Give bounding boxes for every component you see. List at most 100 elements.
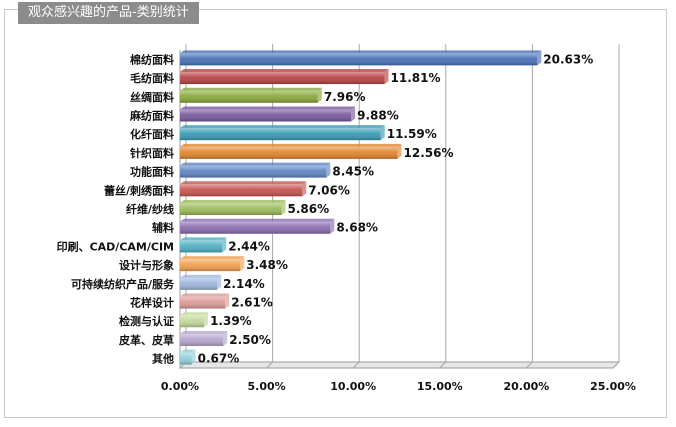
- bar-top: [180, 330, 228, 334]
- bar: [180, 50, 542, 66]
- bar-top: [180, 181, 307, 185]
- category-label: 辅料: [152, 221, 174, 235]
- page-title: 观众感兴趣的产品-类别统计: [18, 2, 199, 24]
- bar-shine: [180, 296, 226, 309]
- bars: [180, 50, 542, 365]
- category-label: 麻纺面料: [129, 108, 174, 122]
- data-label: 2.44%: [228, 239, 270, 253]
- bar-side: [302, 181, 307, 197]
- chart-floor: [178, 361, 621, 369]
- bar-top: [180, 200, 286, 203]
- bar: [180, 162, 331, 178]
- gridline-floor: [526, 361, 533, 369]
- bar-top: [180, 237, 227, 241]
- bar-side: [330, 218, 335, 234]
- data-label: 1.39%: [210, 314, 252, 328]
- data-label: 8.68%: [336, 221, 378, 235]
- bar-side: [351, 106, 356, 122]
- bar-top: [180, 312, 209, 316]
- category-label: 皮革、皮草: [118, 333, 174, 347]
- bar-side: [204, 312, 209, 328]
- data-label: 0.67%: [198, 352, 240, 366]
- bar-shine: [180, 240, 223, 253]
- bar-side: [217, 274, 222, 290]
- bar-top: [180, 349, 196, 353]
- data-label: 12.56%: [404, 146, 454, 160]
- bar: [180, 312, 209, 328]
- gridline-floor: [266, 361, 273, 369]
- gridline-floor: [612, 361, 620, 369]
- gridline-floor: [352, 361, 360, 369]
- category-label: 检测与认证: [119, 314, 174, 328]
- bar: [180, 256, 245, 272]
- bar-shine: [180, 221, 331, 234]
- category-label: 蕾丝/刺绣面料: [104, 183, 174, 197]
- bar-side: [191, 349, 196, 365]
- category-label: 纤维/纱线: [126, 202, 174, 216]
- bar-top: [180, 50, 542, 54]
- labels: 0.00% 5.00% 10.00% 15.00% 20.00% 25.00% 棉纺面料 20…: [57, 52, 636, 393]
- bar-shine: [180, 315, 205, 328]
- bar-top: [180, 143, 402, 147]
- bar-side: [225, 293, 230, 309]
- bar-side: [384, 69, 389, 85]
- bar-shine: [180, 72, 385, 85]
- bar-shine: [180, 259, 241, 272]
- category-label: 其他: [152, 352, 174, 366]
- data-label: 9.88%: [357, 108, 399, 122]
- bar-top: [180, 162, 331, 166]
- bar-side: [222, 237, 227, 253]
- data-label: 20.63%: [543, 52, 593, 66]
- bar-top: [180, 218, 335, 222]
- gridline-floor: [439, 361, 447, 369]
- data-label: 8.45%: [332, 165, 374, 179]
- bar: [180, 349, 196, 365]
- bar-side: [380, 125, 385, 141]
- category-label: 丝绸面料: [130, 90, 174, 104]
- bar-shine: [180, 352, 192, 365]
- bar: [180, 237, 227, 253]
- category-label: 可持续纺织产品/服务: [71, 277, 175, 291]
- bar: [180, 330, 228, 346]
- x-tick-label: 15.00%: [417, 380, 463, 393]
- bar-shine: [180, 184, 303, 197]
- bar: [180, 125, 385, 141]
- bar-top: [180, 69, 389, 73]
- x-tick-label: 0.00%: [161, 380, 199, 393]
- data-label: 2.61%: [231, 296, 273, 310]
- x-tick-label: 5.00%: [248, 380, 286, 393]
- data-label: 11.59%: [387, 127, 437, 141]
- bar-shine: [180, 90, 318, 103]
- category-label: 化纤面料: [130, 127, 174, 141]
- category-label: 设计与形象: [119, 258, 174, 272]
- bar: [180, 87, 322, 103]
- data-label: 7.96%: [324, 90, 366, 104]
- data-label: 7.06%: [308, 183, 350, 197]
- bar-top: [180, 274, 222, 278]
- data-label: 11.81%: [391, 71, 441, 85]
- category-label: 针织面料: [130, 146, 174, 160]
- bar-top: [180, 125, 385, 129]
- bar-side: [397, 143, 402, 159]
- bar: [180, 293, 230, 309]
- bar: [180, 218, 335, 234]
- bar-side: [537, 50, 542, 66]
- bar-shine: [180, 165, 327, 178]
- bar-top: [180, 293, 230, 297]
- bar-shine: [180, 53, 538, 66]
- bar-side: [317, 87, 322, 103]
- bar: [180, 143, 402, 159]
- bar: [180, 200, 286, 215]
- x-tick-label: 20.00%: [503, 380, 549, 393]
- bar: [180, 181, 307, 197]
- data-label: 2.14%: [223, 277, 265, 291]
- bar: [180, 274, 222, 290]
- chart-frame: [4, 9, 667, 418]
- bar-shine: [180, 277, 218, 290]
- x-tick-label: 10.00%: [330, 380, 376, 393]
- category-label: 印刷、CAD/CAM/CIM: [57, 240, 174, 253]
- bar-side: [326, 162, 331, 178]
- bar-shine: [180, 333, 224, 346]
- bar-shine: [180, 109, 352, 122]
- bar-top: [180, 87, 322, 91]
